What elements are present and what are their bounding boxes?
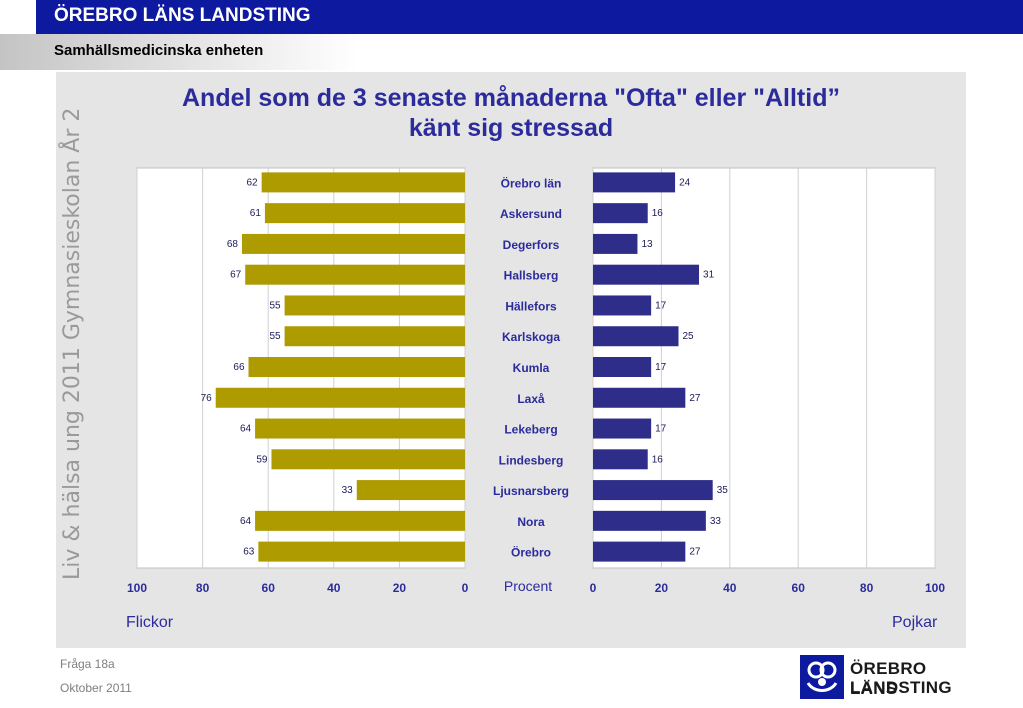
data-label-girls: 68 [227, 239, 239, 250]
bar-boys [593, 418, 652, 439]
data-label-girls: 59 [256, 454, 268, 465]
category-label: Ljusnarsberg [493, 484, 569, 498]
unit-name: Samhällsmedicinska enheten [54, 42, 264, 59]
bar-boys [593, 295, 652, 316]
data-label-boys: 17 [655, 300, 667, 311]
x-tick-label-boys: 80 [860, 581, 874, 595]
legend-girls: Flickor [126, 614, 174, 631]
bar-girls [258, 541, 465, 562]
data-label-girls: 76 [201, 393, 213, 404]
data-label-boys: 17 [655, 424, 667, 435]
category-label: Degerfors [503, 238, 560, 252]
logo-text-line-2: LANDSTING [850, 678, 952, 697]
logo-emblem-icon [800, 655, 844, 699]
data-label-boys: 27 [689, 547, 701, 558]
data-label-boys: 13 [641, 239, 653, 250]
report-date: Oktober 2011 [60, 681, 132, 695]
data-label-boys: 25 [683, 331, 695, 342]
landsting-logo: ÖREBRO LÄNS LANDSTING [800, 655, 970, 701]
x-tick-label-boys: 20 [655, 581, 669, 595]
data-label-girls: 63 [243, 547, 255, 558]
category-label: Askersund [500, 207, 562, 221]
bar-girls [284, 326, 465, 347]
bar-boys [593, 203, 648, 224]
bar-girls [264, 203, 465, 224]
header-blue-band [36, 0, 1023, 34]
category-label: Karlskoga [502, 330, 560, 344]
data-label-boys: 33 [710, 516, 722, 527]
legend-boys: Pojkar [892, 614, 938, 631]
data-label-boys: 27 [689, 393, 701, 404]
chart-title-line-1: Andel som de 3 senaste månaderna "Ofta" … [182, 84, 840, 112]
bar-boys [593, 264, 700, 285]
bar-boys [593, 326, 679, 347]
data-label-girls: 61 [250, 208, 262, 219]
data-label-boys: 24 [679, 177, 691, 188]
data-label-girls: 67 [230, 270, 242, 281]
x-tick-label-boys: 100 [925, 581, 945, 595]
bar-girls [261, 172, 465, 193]
data-label-girls: 55 [269, 331, 281, 342]
bar-boys [593, 357, 652, 377]
x-tick-label-boys: 60 [792, 581, 806, 595]
category-label: Hallsberg [504, 269, 559, 283]
data-label-girls: 55 [269, 300, 281, 311]
category-label: Nora [517, 515, 545, 529]
data-label-girls: 64 [240, 424, 252, 435]
data-label-girls: 62 [247, 177, 259, 188]
bar-boys [593, 233, 638, 254]
x-tick-label-girls: 100 [127, 581, 147, 595]
bar-girls [215, 387, 465, 408]
bar-boys [593, 172, 676, 193]
data-label-boys: 31 [703, 270, 715, 281]
x-tick-label-girls: 60 [262, 581, 276, 595]
category-label: Hällefors [505, 299, 557, 313]
data-label-boys: 16 [652, 454, 664, 465]
x-tick-label-boys: 0 [590, 581, 597, 595]
category-label: Lindesberg [499, 453, 564, 467]
x-tick-label-girls: 80 [196, 581, 210, 595]
bar-boys [593, 449, 648, 470]
category-label: Örebro [511, 545, 551, 560]
bar-girls [255, 510, 465, 531]
category-label: Laxå [517, 392, 545, 406]
sub-header-bar [0, 34, 1023, 70]
bar-girls [284, 295, 465, 316]
data-label-boys: 35 [717, 485, 729, 496]
bar-boys [593, 541, 686, 562]
data-label-boys: 16 [652, 208, 664, 219]
category-label: Lekeberg [504, 423, 557, 437]
bar-girls [356, 480, 465, 501]
bar-boys [593, 387, 686, 408]
bar-girls [255, 418, 465, 439]
bar-girls [241, 233, 465, 254]
data-label-girls: 66 [233, 362, 245, 373]
logo-text-line-1: ÖREBRO LÄNS [850, 659, 927, 698]
data-label-girls: 64 [240, 516, 252, 527]
category-label: Kumla [513, 361, 550, 375]
x-tick-label-girls: 0 [462, 581, 469, 595]
data-label-boys: 17 [655, 362, 667, 373]
category-label: Örebro län [501, 175, 562, 190]
bar-girls [245, 264, 465, 285]
chart-title: Andel som de 3 senaste månaderna "Ofta" … [100, 83, 922, 143]
bar-boys [593, 480, 713, 501]
x-tick-label-girls: 40 [327, 581, 341, 595]
header-bar [0, 0, 1023, 34]
x-tick-label-boys: 40 [723, 581, 737, 595]
bar-boys [593, 510, 706, 531]
org-name: ÖREBRO LÄNS LANDSTING [54, 5, 311, 26]
bar-girls [271, 449, 465, 470]
question-ref: Fråga 18a [60, 657, 115, 671]
data-label-girls: 33 [342, 485, 354, 496]
x-axis-label: Procent [504, 578, 552, 594]
chart-title-line-2: känt sig stressad [408, 114, 614, 142]
x-tick-label-girls: 20 [393, 581, 407, 595]
bar-girls [248, 357, 465, 377]
